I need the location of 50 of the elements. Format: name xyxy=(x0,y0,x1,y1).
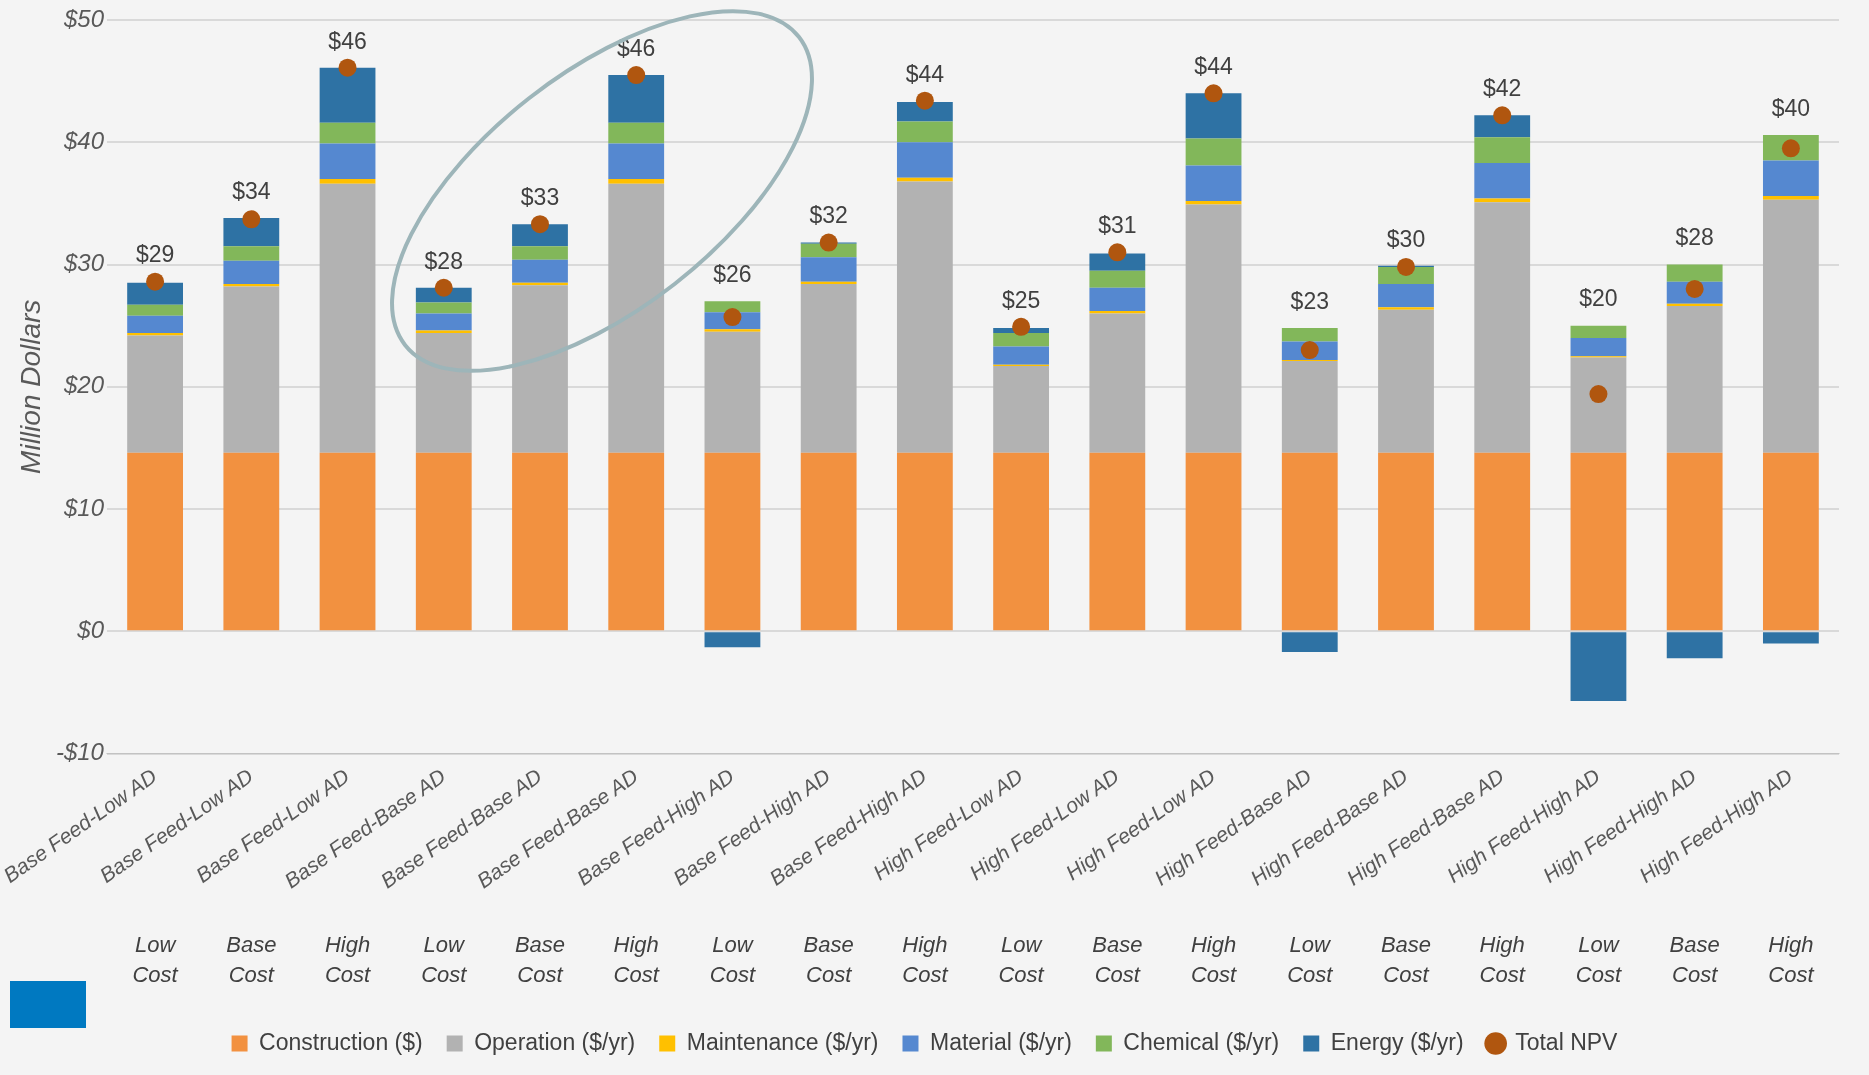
legend-label: Operation ($/yr) xyxy=(474,1028,636,1055)
total-label: $46 xyxy=(328,27,367,54)
total-label: $34 xyxy=(232,177,271,204)
text: Base Cost xyxy=(803,932,854,988)
legend-label: Maintenance ($/yr) xyxy=(686,1028,879,1055)
legend-label: Construction ($) xyxy=(259,1028,423,1055)
text: Low Cost xyxy=(709,932,756,988)
total-label: $28 xyxy=(424,247,463,274)
y-tick-label: $50 xyxy=(62,4,105,32)
total-label: $25 xyxy=(1001,286,1041,313)
legend-label: Material ($/yr) xyxy=(929,1028,1072,1055)
text: Low Cost xyxy=(421,932,468,988)
total-label: $44 xyxy=(905,60,945,87)
text: Base Cost xyxy=(226,932,277,988)
total-label: $44 xyxy=(1194,53,1233,80)
text: Low Cost xyxy=(998,932,1045,988)
legend-label: Energy ($/yr) xyxy=(1330,1028,1464,1055)
text: High Cost xyxy=(324,932,372,988)
total-label: $40 xyxy=(1771,94,1811,121)
y-tick-label: $30 xyxy=(62,249,105,277)
total-label: $42 xyxy=(1483,75,1522,102)
text: Base Cost xyxy=(1092,932,1143,988)
y-tick-label: $0 xyxy=(76,615,105,643)
total-label: $33 xyxy=(520,184,560,211)
text: Base Cost xyxy=(514,932,566,988)
y-tick-label: $40 xyxy=(62,126,105,154)
text: High Cost xyxy=(613,932,660,988)
text: Base Cost xyxy=(1669,932,1720,988)
total-label: $23 xyxy=(1290,287,1329,314)
text: High Cost xyxy=(902,932,949,988)
total-label: $30 xyxy=(1386,225,1426,252)
text: High Cost xyxy=(1479,932,1526,988)
y-tick-label: $10 xyxy=(62,493,105,521)
total-label: $32 xyxy=(809,202,848,229)
text: High Cost xyxy=(1768,932,1815,988)
y-tick-label: $20 xyxy=(62,371,105,399)
text: Low Cost xyxy=(1287,932,1334,988)
y-axis-title: Million Dollars xyxy=(14,299,46,474)
total-label: $29 xyxy=(135,241,175,268)
total-label: $31 xyxy=(1098,212,1137,239)
text: Base Cost xyxy=(1380,932,1432,988)
text: Low Cost xyxy=(1575,932,1622,988)
legend-label: Total NPV xyxy=(1515,1028,1619,1055)
legend-label: Chemical ($/yr) xyxy=(1123,1028,1280,1055)
total-label: $20 xyxy=(1579,285,1618,312)
text: Low Cost xyxy=(132,932,179,988)
text: High Cost xyxy=(1190,932,1238,988)
total-label: $26 xyxy=(713,261,752,288)
total-label: $28 xyxy=(1675,224,1714,251)
y-tick-label: -$10 xyxy=(55,738,105,766)
